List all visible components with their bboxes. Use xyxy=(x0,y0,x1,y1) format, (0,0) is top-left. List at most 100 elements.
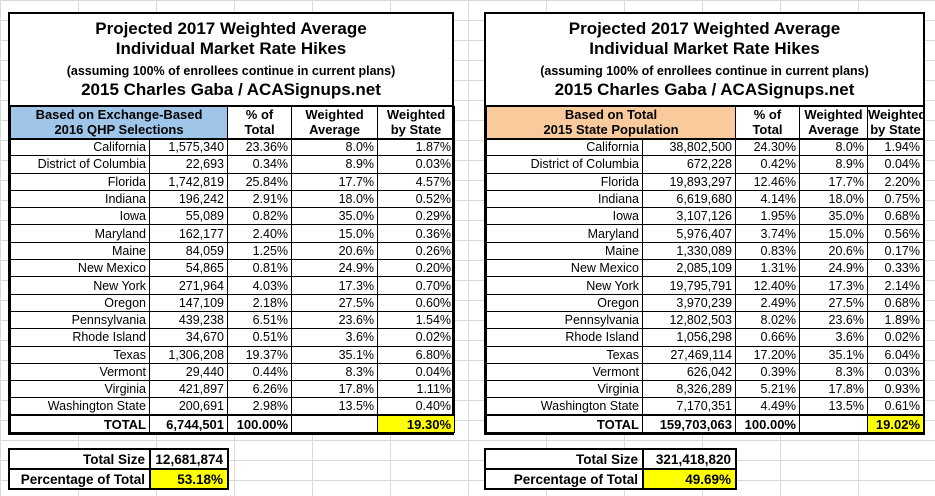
total-weighted-by-state-cell[interactable]: 19.30% xyxy=(377,414,456,434)
weighted-by-state-cell[interactable]: 0.68% xyxy=(867,207,924,226)
pct-of-total-cell[interactable]: 2.49% xyxy=(735,293,800,312)
weighted-average-cell[interactable]: 20.6% xyxy=(291,241,379,261)
pct-of-total-cell[interactable]: 2.91% xyxy=(227,189,293,209)
value-cell[interactable]: 38,802,500 xyxy=(642,137,736,157)
value-cell[interactable]: 27,469,114 xyxy=(642,345,736,364)
weighted-average-cell[interactable]: 17.3% xyxy=(799,276,868,295)
value-cell[interactable]: 200,691 xyxy=(148,397,229,416)
weighted-average-cell[interactable]: 8.3% xyxy=(291,362,379,382)
value-cell[interactable]: 84,059 xyxy=(148,241,229,261)
pct-of-total-cell[interactable]: 8.02% xyxy=(735,310,800,330)
weighted-by-state-cell[interactable]: 0.60% xyxy=(377,293,456,312)
weighted-average-cell[interactable]: 15.0% xyxy=(799,224,868,243)
total-size-value[interactable]: 12,681,874 xyxy=(149,448,229,470)
weighted-by-state-cell[interactable]: 6.04% xyxy=(867,345,924,364)
value-cell[interactable]: 626,042 xyxy=(642,362,736,382)
value-cell[interactable]: 3,970,239 xyxy=(642,293,736,312)
value-cell[interactable]: 196,242 xyxy=(148,189,229,209)
weighted-average-cell[interactable]: 17.8% xyxy=(291,380,379,399)
value-cell[interactable]: 1,056,298 xyxy=(642,328,736,347)
state-cell[interactable]: Oregon xyxy=(10,293,150,312)
pct-of-total-cell[interactable]: 6.26% xyxy=(227,380,293,399)
weighted-average-cell[interactable]: 23.6% xyxy=(291,310,379,330)
total-value-cell[interactable]: 6,744,501 xyxy=(148,414,229,434)
value-cell[interactable]: 6,619,680 xyxy=(642,189,736,209)
weighted-average-cell[interactable]: 24.9% xyxy=(799,259,868,278)
weighted-average-cell[interactable]: 13.5% xyxy=(799,397,868,416)
state-cell[interactable]: California xyxy=(486,137,643,157)
value-cell[interactable]: 271,964 xyxy=(148,276,229,295)
value-cell[interactable]: 19,795,791 xyxy=(642,276,736,295)
state-cell[interactable]: New York xyxy=(10,276,150,295)
weighted-average-cell[interactable]: 35.0% xyxy=(291,207,379,226)
state-cell[interactable]: New Mexico xyxy=(10,259,150,278)
value-cell[interactable]: 54,865 xyxy=(148,259,229,278)
pct-of-total-cell[interactable]: 4.03% xyxy=(227,276,293,295)
weighted-by-state-cell[interactable]: 0.02% xyxy=(867,328,924,347)
state-cell[interactable]: Indiana xyxy=(486,189,643,209)
value-cell[interactable]: 2,085,109 xyxy=(642,259,736,278)
weighted-average-cell[interactable]: 8.9% xyxy=(799,155,868,174)
weighted-average-cell[interactable]: 17.7% xyxy=(799,172,868,191)
state-cell[interactable]: Vermont xyxy=(486,362,643,382)
weighted-by-state-cell[interactable]: 0.68% xyxy=(867,293,924,312)
pct-of-total-cell[interactable]: 0.51% xyxy=(227,328,293,347)
weighted-average-cell[interactable]: 8.3% xyxy=(799,362,868,382)
weighted-average-cell[interactable]: 17.7% xyxy=(291,172,379,191)
pct-of-total-cell[interactable]: 23.36% xyxy=(227,137,293,157)
weighted-by-state-cell[interactable]: 0.52% xyxy=(377,189,456,209)
state-cell[interactable]: Florida xyxy=(486,172,643,191)
pct-of-total-cell[interactable]: 0.34% xyxy=(227,155,293,174)
state-cell[interactable]: Washington State xyxy=(10,397,150,416)
total-weighted-by-state-cell[interactable]: 19.02% xyxy=(867,414,924,434)
state-cell[interactable]: Virginia xyxy=(10,380,150,399)
value-cell[interactable]: 162,177 xyxy=(148,224,229,243)
state-cell[interactable]: Virginia xyxy=(486,380,643,399)
value-cell[interactable]: 1,575,340 xyxy=(148,137,229,157)
state-cell[interactable]: Florida xyxy=(10,172,150,191)
weighted-by-state-cell[interactable]: 0.03% xyxy=(377,155,456,174)
pct-of-total-cell[interactable]: 0.39% xyxy=(735,362,800,382)
pct-of-total-cell[interactable]: 5.21% xyxy=(735,380,800,399)
pct-of-total-cell[interactable]: 2.40% xyxy=(227,224,293,243)
weighted-by-state-cell[interactable]: 0.75% xyxy=(867,189,924,209)
value-cell[interactable]: 8,326,289 xyxy=(642,380,736,399)
weighted-by-state-cell[interactable]: 0.04% xyxy=(867,155,924,174)
total-size-value[interactable]: 321,418,820 xyxy=(642,448,737,470)
weighted-average-cell[interactable]: 20.6% xyxy=(799,241,868,261)
pct-of-total-cell[interactable]: 0.42% xyxy=(735,155,800,174)
pct-of-total-cell[interactable]: 17.20% xyxy=(735,345,800,364)
weighted-average-cell[interactable]: 18.0% xyxy=(291,189,379,209)
weighted-average-cell[interactable]: 18.0% xyxy=(799,189,868,209)
state-cell[interactable]: Oregon xyxy=(486,293,643,312)
state-cell[interactable]: Iowa xyxy=(10,207,150,226)
weighted-by-state-cell[interactable]: 6.80% xyxy=(377,345,456,364)
state-cell[interactable]: Rhode Island xyxy=(10,328,150,347)
weighted-average-cell[interactable]: 15.0% xyxy=(291,224,379,243)
state-cell[interactable]: Maine xyxy=(10,241,150,261)
value-cell[interactable]: 1,330,089 xyxy=(642,241,736,261)
weighted-by-state-cell[interactable]: 1.94% xyxy=(867,137,924,157)
weighted-average-cell[interactable]: 17.8% xyxy=(799,380,868,399)
weighted-average-cell[interactable]: 17.3% xyxy=(291,276,379,295)
value-cell[interactable]: 7,170,351 xyxy=(642,397,736,416)
total-wavg-cell[interactable] xyxy=(291,414,379,434)
state-cell[interactable]: New York xyxy=(486,276,643,295)
pct-of-total-cell[interactable]: 0.83% xyxy=(735,241,800,261)
pct-of-total-cell[interactable]: 1.31% xyxy=(735,259,800,278)
pct-of-total-cell[interactable]: 3.74% xyxy=(735,224,800,243)
weighted-by-state-cell[interactable]: 0.03% xyxy=(867,362,924,382)
weighted-by-state-cell[interactable]: 0.56% xyxy=(867,224,924,243)
state-cell[interactable]: Maine xyxy=(486,241,643,261)
weighted-by-state-cell[interactable]: 1.54% xyxy=(377,310,456,330)
pct-of-total-cell[interactable]: 0.81% xyxy=(227,259,293,278)
weighted-average-cell[interactable]: 8.0% xyxy=(291,137,379,157)
weighted-average-cell[interactable]: 3.6% xyxy=(291,328,379,347)
state-cell[interactable]: Iowa xyxy=(486,207,643,226)
state-cell[interactable]: District of Columbia xyxy=(486,155,643,174)
weighted-by-state-cell[interactable]: 0.33% xyxy=(867,259,924,278)
weighted-average-cell[interactable]: 35.0% xyxy=(799,207,868,226)
weighted-by-state-cell[interactable]: 0.93% xyxy=(867,380,924,399)
total-wavg-cell[interactable] xyxy=(799,414,868,434)
weighted-by-state-cell[interactable]: 0.17% xyxy=(867,241,924,261)
